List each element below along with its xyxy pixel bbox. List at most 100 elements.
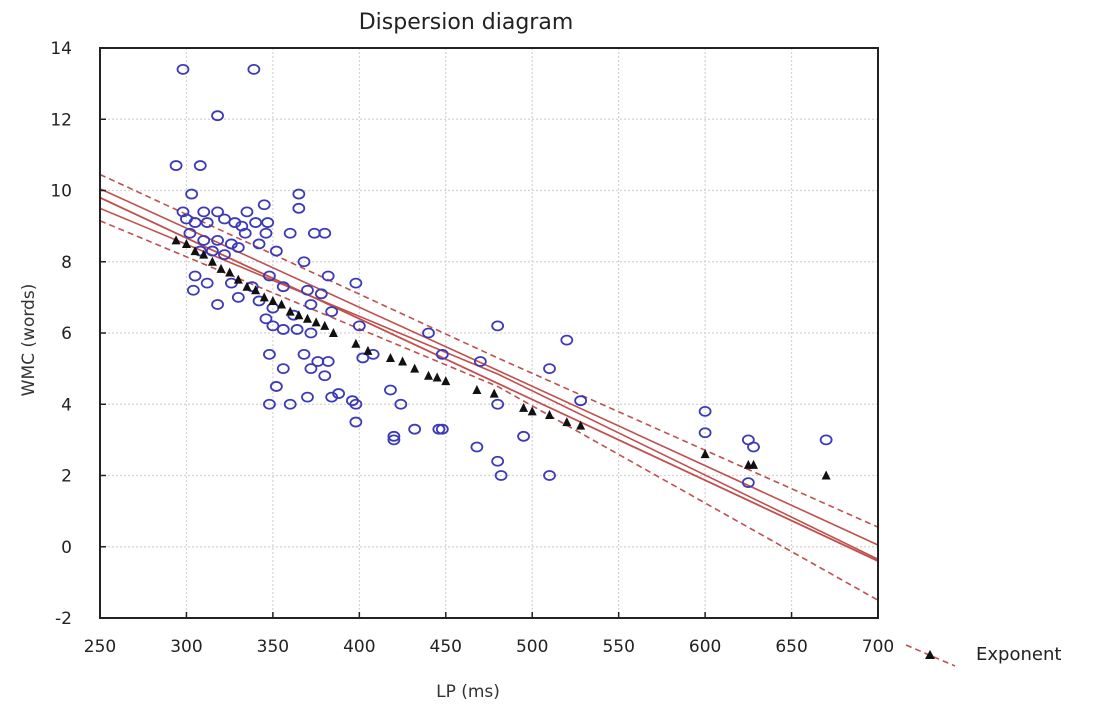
exponent-point — [562, 417, 572, 427]
observed-point — [698, 405, 712, 417]
observed-point — [574, 395, 588, 407]
observed-point — [257, 199, 271, 211]
observed-point — [349, 277, 363, 289]
exponent-point — [199, 249, 209, 259]
observed-point — [240, 206, 254, 218]
y-tick-label: 0 — [61, 538, 72, 558]
exponent-point — [385, 352, 395, 362]
x-tick-label: 350 — [257, 637, 289, 657]
x-tick-label: 400 — [343, 637, 375, 657]
exponent-point — [363, 345, 373, 355]
exponent-point — [302, 313, 312, 323]
exponent-point — [207, 256, 217, 266]
exponent-point — [268, 295, 278, 305]
observed-point — [183, 227, 197, 239]
exponent-point — [519, 402, 529, 412]
observed-point — [200, 277, 214, 289]
observed-point — [290, 324, 304, 335]
observed-point — [266, 320, 280, 332]
legend-label-exponent: Exponent — [976, 644, 1061, 665]
exponent-point — [216, 263, 226, 273]
exponent-point — [294, 310, 304, 320]
exponent-point — [181, 238, 191, 248]
observed-point — [276, 324, 290, 335]
observed-point — [517, 430, 530, 442]
observed-point — [408, 423, 422, 435]
x-tick-label: 300 — [170, 637, 202, 657]
x-tick-label: 550 — [602, 637, 634, 657]
x-tick-label: 500 — [516, 637, 548, 657]
observed-point — [297, 348, 311, 360]
y-tick-label: 2 — [61, 467, 72, 487]
observed-point — [276, 281, 290, 293]
observed-point — [384, 384, 397, 396]
exponent-point — [351, 338, 361, 348]
y-tick-label: 6 — [61, 324, 72, 344]
chart-title: Dispersion diagram — [359, 10, 574, 35]
y-axis-title: WMC (words) — [19, 284, 39, 397]
exponent-point — [328, 328, 338, 337]
x-tick-label: 250 — [84, 637, 116, 657]
observed-point — [473, 356, 487, 367]
observed-point — [318, 227, 332, 239]
observed-point — [356, 352, 370, 364]
exponent-point — [441, 376, 451, 386]
observed-point — [332, 388, 345, 399]
regression-fit-line — [99, 196, 879, 562]
observed-point — [231, 291, 245, 303]
axis-ticks: 250 300 350 400 450 500 550 600 650 700 -2 0 2 4 6 8 10 1… — [50, 39, 894, 657]
observed-point — [352, 320, 366, 332]
grid-lines — [100, 48, 878, 618]
observed-point — [169, 160, 183, 171]
observed-point — [211, 206, 224, 218]
observed-point — [283, 227, 297, 239]
observed-point — [259, 313, 273, 325]
observed-point — [491, 320, 505, 332]
observed-point — [301, 391, 314, 403]
observed-point — [269, 245, 283, 257]
observed-point — [349, 398, 363, 410]
exponent-point — [233, 274, 243, 284]
exponent-point — [527, 406, 537, 416]
exponent-point — [242, 281, 252, 291]
observed-point — [211, 234, 224, 246]
observed-point — [185, 188, 199, 200]
confidence-band-line — [99, 187, 879, 546]
observed-point — [394, 398, 408, 410]
exponent-point — [821, 470, 831, 480]
observed-point — [349, 416, 363, 428]
y-tick-label: 8 — [61, 253, 72, 273]
legend: Exponent — [905, 644, 1061, 667]
legend-line-sample — [905, 644, 956, 667]
exponent-point — [489, 388, 499, 398]
observed-point — [318, 370, 332, 382]
observed-point — [218, 249, 231, 261]
exponent-point — [225, 267, 235, 277]
exponent-point — [410, 363, 420, 373]
observed-point — [205, 245, 219, 257]
observed-point — [819, 434, 833, 446]
exponent-point — [277, 299, 287, 309]
exponent-point — [320, 320, 330, 330]
regression-lines — [99, 173, 879, 601]
observed-point — [304, 299, 318, 310]
observed-point — [176, 63, 190, 75]
observed-point — [698, 427, 712, 439]
observed-point — [197, 234, 211, 246]
observed-point — [304, 327, 318, 339]
y-tick-label: 10 — [50, 182, 72, 202]
observed-point — [231, 242, 245, 253]
observed-point — [543, 363, 556, 375]
observed-point — [435, 423, 449, 435]
prediction-band-line — [99, 173, 879, 528]
observed-point — [491, 455, 505, 467]
observed-point — [211, 299, 224, 310]
exponent-point — [251, 285, 261, 295]
observed-point — [470, 441, 484, 453]
observed-point — [263, 398, 276, 410]
observed-point — [307, 227, 321, 239]
observed-point — [261, 217, 275, 228]
observed-point — [560, 334, 574, 346]
observed-point — [211, 110, 224, 122]
observed-point — [387, 434, 401, 446]
